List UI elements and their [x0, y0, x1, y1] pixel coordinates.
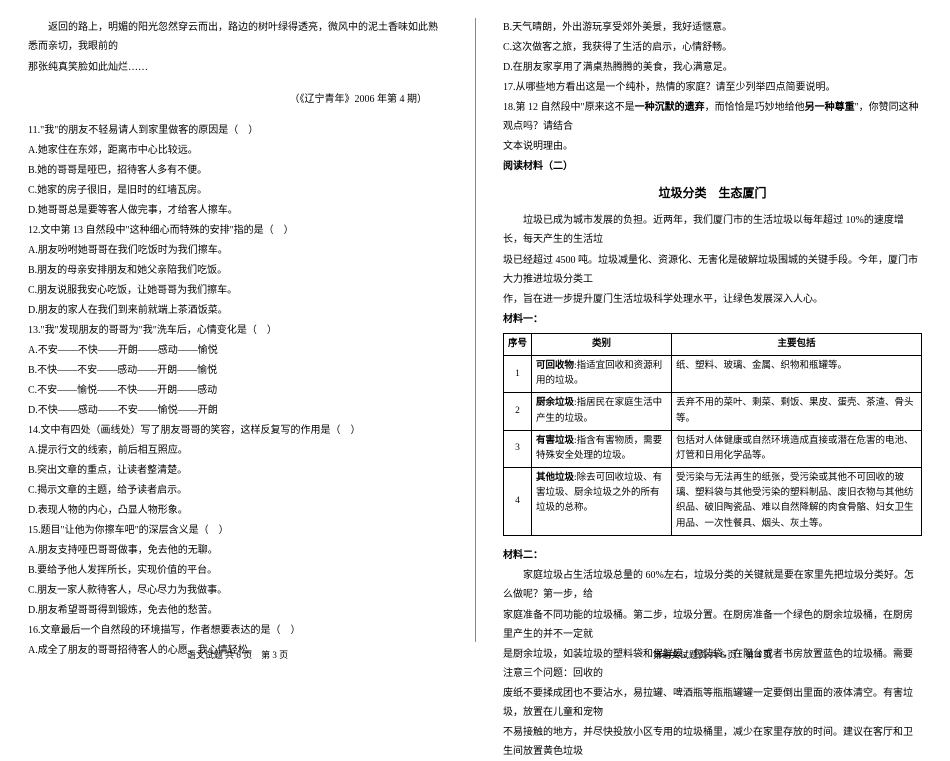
option-15d: D.朋友希望哥哥得到锻炼，免去他的愁苦。 — [28, 601, 447, 620]
question-18: 18.第 12 自然段中"原来这不是一种沉默的遗弃，而恰恰是巧妙地给他另一种尊重… — [503, 98, 922, 136]
reading-section-header: 阅读材料（二） — [503, 157, 922, 176]
option-12c: C.朋友说服我安心吃饭，让她哥哥为我们擦车。 — [28, 281, 447, 300]
option-12a: A.朋友吩咐她哥哥在我们吃饭时为我们擦车。 — [28, 241, 447, 260]
row-type: 可回收物:指适宜回收和资源利用的垃圾。 — [532, 355, 672, 392]
type-name: 厨余垃圾 — [536, 398, 574, 408]
page-right: B.天气晴朗，外出游玩享受郊外美景，我好适惬意。 C.这次做客之旅，我获得了生活… — [475, 0, 950, 672]
row-content: 包括对人体健康或自然环境造成直接或潜在危害的电池、灯管和日用化学品等。 — [672, 430, 922, 467]
th-num: 序号 — [504, 333, 532, 355]
type-name: 有害垃圾 — [536, 436, 574, 446]
option-11c: C.她家的房子很旧，是旧时的红墙瓦房。 — [28, 181, 447, 200]
footer-a: 第 — [653, 650, 662, 660]
question-14: 14.文中有四处（画线处）写了朋友哥哥的笑容，这样反复写的作用是（ ） — [28, 421, 447, 440]
type-name: 可回收物 — [536, 361, 574, 371]
page-footer-left: 语文试题 共 6 页 第 3 页 — [0, 647, 475, 664]
option-11a: A.她家住在东郊，距离市中心比较远。 — [28, 141, 447, 160]
intro-line-2: 那张纯真笑脸如此灿烂…… — [28, 58, 447, 77]
article-title: 垃圾分类 生态厦门 — [503, 182, 922, 205]
option-15b: B.要给予他人发挥所长，实现价值的平台。 — [28, 561, 447, 580]
m2-line-2: 家庭准备不同功能的垃圾桶。第二步，垃圾分置。在厨房准备一个绿色的厨余垃圾桶，在厨… — [503, 606, 922, 644]
material-2-header: 材料二： — [503, 546, 922, 565]
question-12: 12.文中第 13 自然段中"这种细心而特殊的安排"指的是（ ） — [28, 221, 447, 240]
option-16b: B.天气晴朗，外出游玩享受郊外美景，我好适惬意。 — [503, 18, 922, 37]
q18-part-a: 18.第 12 自然段中"原来这不是 — [503, 102, 635, 113]
material-1-header: 材料一： — [503, 310, 922, 329]
q18-line-2: 文本说明理由。 — [503, 137, 922, 156]
page-left: 返回的路上，明媚的阳光忽然穿云而出，路边的树叶绿得透亮，微风中的泥土香味如此熟悉… — [0, 0, 475, 672]
option-16c: C.这次做客之旅，我获得了生活的启示，心情舒畅。 — [503, 38, 922, 57]
option-12b: B.朋友的母亲安排朋友和她父亲陪我们吃饭。 — [28, 261, 447, 280]
footer-strike: 语文 — [662, 650, 680, 660]
table-row: 1 可回收物:指适宜回收和资源利用的垃圾。 纸、塑料、玻璃、金属、织物和瓶罐等。 — [504, 355, 922, 392]
page-footer-right: 第语文试题页 共 6 页 第 4 页 — [475, 647, 950, 664]
question-13: 13."我"发现朋友的哥哥为"我"洗车后，心情变化是（ ） — [28, 321, 447, 340]
spacer — [28, 78, 447, 90]
row-content: 丢弃不用的菜叶、剩菜、剩饭、果皮、蛋壳、茶渣、骨头等。 — [672, 393, 922, 430]
option-13d: D.不快——感动——不安——愉悦——开朗 — [28, 401, 447, 420]
table-header-row: 序号 类别 主要包括 — [504, 333, 922, 355]
q18-bold-2: 另一种尊重 — [805, 102, 855, 113]
m2-line-4: 废纸不要揉成团也不要沾水，易拉罐、啤酒瓶等瓶瓶罐罐一定要倒出里面的液体清空。有害… — [503, 684, 922, 722]
table-row: 4 其他垃圾:除去可回收垃圾、有害垃圾、厨余垃圾之外的所有垃圾的总称。 受污染与… — [504, 468, 922, 536]
question-15: 15.题目"让他为你擦车吧"的深层含义是（ ） — [28, 521, 447, 540]
spacer — [28, 109, 447, 121]
row-num: 3 — [504, 430, 532, 467]
table-row: 2 厨余垃圾:指居民在家庭生活中产生的垃圾。 丢弃不用的菜叶、剩菜、剩饭、果皮、… — [504, 393, 922, 430]
row-num: 4 — [504, 468, 532, 536]
option-13c: C.不安——愉悦——不快——开朗——感动 — [28, 381, 447, 400]
row-type: 厨余垃圾:指居民在家庭生活中产生的垃圾。 — [532, 393, 672, 430]
table-row: 3 有害垃圾:指含有害物质，需要特殊安全处理的垃圾。 包括对人体健康或自然环境造… — [504, 430, 922, 467]
q18-part-c: ，而恰恰是巧妙地给他 — [705, 102, 805, 113]
option-16d: D.在朋友家享用了满桌热腾腾的美食，我心满意足。 — [503, 58, 922, 77]
th-type: 类别 — [532, 333, 672, 355]
garbage-classification-table: 序号 类别 主要包括 1 可回收物:指适宜回收和资源利用的垃圾。 纸、塑料、玻璃… — [503, 333, 922, 536]
option-11b: B.她的哥哥是哑巴，招待客人多有不便。 — [28, 161, 447, 180]
question-16: 16.文章最后一个自然段的环境描写，作者想要表达的是（ ） — [28, 621, 447, 640]
row-num: 1 — [504, 355, 532, 392]
option-13b: B.不快——不安——感动——开朗——愉悦 — [28, 361, 447, 380]
m2-line-1: 家庭垃圾占生活垃圾总量的 60%左右，垃圾分类的关键就是要在家里先把垃圾分类好。… — [503, 566, 922, 604]
q18-bold-1: 一种沉默的遗弃 — [635, 102, 705, 113]
row-num: 2 — [504, 393, 532, 430]
option-11d: D.她哥哥总是要等客人做完事，才给客人擦车。 — [28, 201, 447, 220]
option-14d: D.表现人物的内心，凸显人物形象。 — [28, 501, 447, 520]
option-12d: D.朋友的家人在我们到来前就端上茶酒饭菜。 — [28, 301, 447, 320]
intro-line-1: 返回的路上，明媚的阳光忽然穿云而出，路边的树叶绿得透亮，微风中的泥土香味如此熟悉… — [28, 18, 447, 56]
th-includes: 主要包括 — [672, 333, 922, 355]
intro-p1: 垃圾已成为城市发展的负担。近两年，我们厦门市的生活垃圾以每年超过 10%的速度增… — [503, 211, 922, 249]
m2-line-5: 不易接触的地方，并尽快投放小区专用的垃圾桶里，减少在家里存放的时间。建议在客厅和… — [503, 723, 922, 761]
option-13a: A.不安——不快——开朗——感动——愉悦 — [28, 341, 447, 360]
intro-p3: 作，旨在进一步提升厦门生活垃圾科学处理水平，让绿色发展深入人心。 — [503, 290, 922, 309]
row-type: 其他垃圾:除去可回收垃圾、有害垃圾、厨余垃圾之外的所有垃圾的总称。 — [532, 468, 672, 536]
option-15a: A.朋友支持哑巴哥哥做事，免去他的无聊。 — [28, 541, 447, 560]
row-content: 受污染与无法再生的纸张，受污染或其他不可回收的玻璃、塑料袋与其他受污染的塑料制品… — [672, 468, 922, 536]
type-name: 其他垃圾 — [536, 473, 574, 483]
option-14a: A.提示行文的线索，前后相互照应。 — [28, 441, 447, 460]
footer-c: 试题页 共 6 页 第 4 页 — [680, 650, 772, 660]
option-15c: C.朋友一家人款待客人，尽心尽力为我做事。 — [28, 581, 447, 600]
question-11: 11."我"的朋友不轻易请人到家里做客的原因是（ ） — [28, 121, 447, 140]
intro-p2: 圾已经超过 4500 吨。垃圾减量化、资源化、无害化是破解垃圾围城的关键手段。今… — [503, 251, 922, 289]
option-14c: C.揭示文章的主题，给予读者启示。 — [28, 481, 447, 500]
option-14b: B.突出文章的重点，让读者整清楚。 — [28, 461, 447, 480]
row-content: 纸、塑料、玻璃、金属、织物和瓶罐等。 — [672, 355, 922, 392]
question-17: 17.从哪些地方看出这是一个纯朴，热情的家庭？请至少列举四点简要说明。 — [503, 78, 922, 97]
source-citation: （《辽宁青年》2006 年第 4 期） — [28, 90, 447, 109]
row-type: 有害垃圾:指含有害物质，需要特殊安全处理的垃圾。 — [532, 430, 672, 467]
